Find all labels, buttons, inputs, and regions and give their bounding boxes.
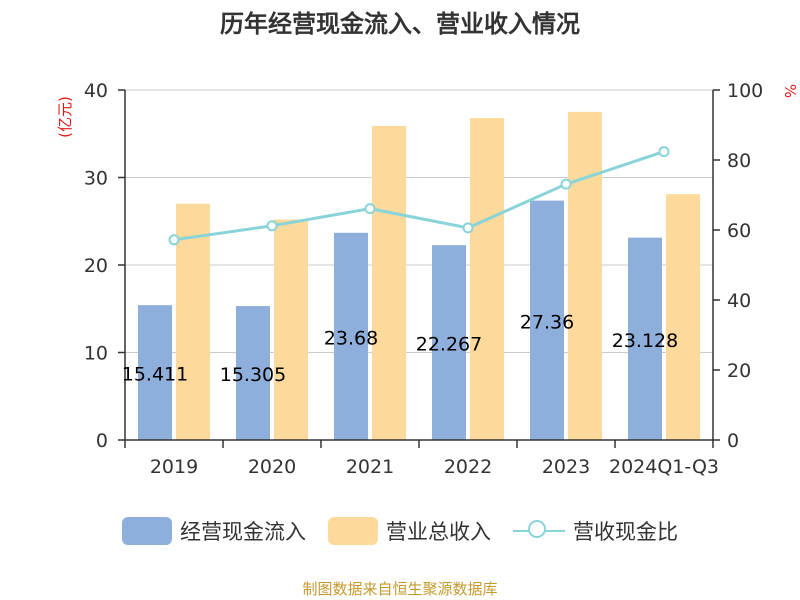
ratio-line — [168, 146, 670, 246]
data-label-cash-inflow: 22.267 — [416, 334, 482, 356]
y2-tick-label: 40 — [727, 290, 751, 312]
x-tick-label: 2024Q1-Q3 — [609, 456, 719, 478]
y-tick-label: 0 — [96, 430, 108, 452]
y2-tick-label: 60 — [727, 220, 751, 242]
bar-cash-inflow — [432, 245, 466, 440]
y2-tick-label: 100 — [727, 80, 763, 102]
ratio-point — [462, 222, 474, 234]
bar-revenue — [470, 118, 504, 440]
legend-item-revenue[interactable]: 营业总收入 — [328, 516, 491, 546]
x-tick-label: 2020 — [248, 456, 296, 478]
legend-item-ratio[interactable]: 营收现金比 — [513, 516, 678, 546]
bar-cash-inflow — [628, 237, 662, 440]
y2-tick-label: 20 — [727, 360, 751, 382]
legend-item-cash-inflow[interactable]: 经营现金流入 — [122, 516, 306, 546]
bar-cash-inflow — [236, 306, 270, 440]
y-tick-label: 10 — [84, 343, 108, 365]
ratio-point — [364, 203, 376, 215]
x-tick-label: 2022 — [444, 456, 492, 478]
bar-revenue — [274, 219, 308, 440]
ratio-line-path — [173, 150, 665, 242]
ratio-point — [658, 146, 670, 158]
bars — [138, 111, 700, 440]
gridlines — [125, 89, 713, 353]
bar-cash-inflow — [138, 305, 172, 440]
ratio-point — [560, 178, 572, 190]
source-note: 制图数据来自恒生聚源数据库 — [302, 580, 498, 598]
bar-cash-inflow — [530, 200, 564, 440]
bar-cash-inflow — [334, 232, 368, 440]
legend-label-revenue: 营业总收入 — [386, 520, 491, 544]
ratio-point — [266, 220, 278, 232]
bar-revenue — [176, 203, 210, 440]
x-tick-label: 2021 — [346, 456, 394, 478]
right-unit-label: % — [781, 84, 799, 98]
data-label-cash-inflow: 23.128 — [612, 330, 678, 352]
data-label-cash-inflow: 15.305 — [220, 364, 286, 386]
axes — [118, 89, 720, 448]
bar-revenue — [568, 111, 602, 440]
ratio-point — [168, 234, 180, 246]
chart-plot: 0 10 20 30 40 0 20 40 60 80 100 (亿元)% 2019 2020 2021 20… — [56, 80, 799, 478]
y-tick-label: 30 — [84, 168, 108, 190]
bar-revenue — [372, 125, 406, 440]
chart-title: 历年经营现金流入、营业收入情况 — [220, 10, 580, 38]
legend-swatch-cash-inflow — [122, 517, 172, 545]
data-label-cash-inflow: 27.36 — [520, 311, 574, 333]
data-label-cash-inflow: 15.411 — [122, 364, 188, 386]
legend-label-cash-inflow: 经营现金流入 — [180, 520, 306, 544]
x-tick-label: 2023 — [542, 456, 590, 478]
legend-swatch-ratio — [513, 517, 565, 545]
x-tick-label: 2019 — [150, 456, 198, 478]
left-unit-label: (亿元) — [56, 96, 74, 138]
legend: 经营现金流入 营业总收入 营收现金比 — [0, 516, 800, 546]
labels: 0 10 20 30 40 0 20 40 60 80 100 (亿元)% 2019 2020 2021 20… — [56, 80, 799, 478]
y2-tick-label: 0 — [727, 430, 739, 452]
data-label-cash-inflow: 23.68 — [324, 327, 378, 349]
y-tick-label: 40 — [84, 80, 108, 102]
y2-tick-label: 80 — [727, 150, 751, 172]
y-tick-label: 20 — [84, 255, 108, 277]
legend-label-ratio: 营收现金比 — [573, 520, 678, 544]
bar-revenue — [666, 194, 700, 440]
legend-swatch-revenue — [328, 517, 378, 545]
